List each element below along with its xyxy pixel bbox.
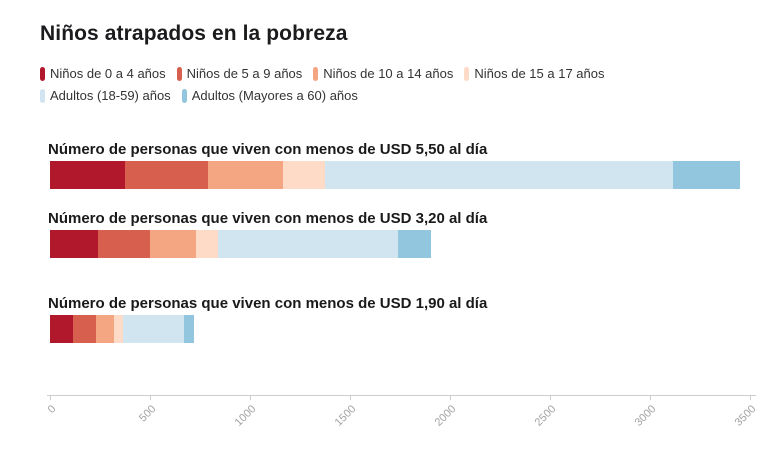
x-axis-tick-label: 0 [45,403,59,416]
legend-label: Niños de 0 a 4 años [50,66,166,81]
bar-segment [50,230,98,258]
bar-segment [283,161,325,189]
bar-segment [196,230,218,258]
legend-label: Niños de 15 a 17 años [474,66,605,81]
x-axis-tick-mark [650,395,651,400]
chart-container: Niños atrapados en la pobreza Niños de 0… [40,22,759,429]
stacked-bar [50,230,431,258]
x-axis-tick-label: 1000 [232,403,259,429]
legend-label: Adultos (Mayores a 60) años [191,88,358,103]
legend-row: Niños de 0 a 4 años Niños de 5 a 9 años Ni… [40,66,616,82]
legend-item: Adultos (18-59) años [40,88,171,104]
bar-segment [125,161,208,189]
bar-label: Número de personas que viven con menos d… [48,295,488,312]
bar-segment [73,315,96,343]
x-axis-tick-mark [150,395,151,400]
bar-segment [325,161,673,189]
bar-segment [398,230,431,258]
legend-swatch-icon [40,89,45,103]
x-axis-tick-label: 3000 [632,403,659,429]
legend-swatch-icon [464,67,470,81]
legend-swatch-icon [181,89,187,103]
x-axis-tick-label: 2000 [432,403,459,429]
legend-swatch-icon [176,67,182,81]
bar-segment [208,161,283,189]
x-axis-tick-mark [550,395,551,400]
x-axis-tick-mark [50,395,51,400]
bar-segment [96,315,114,343]
legend-item: Niños de 10 a 14 años [313,66,453,82]
x-axis-tick-mark [250,395,251,400]
legend-label: Niños de 5 a 9 años [186,66,303,81]
x-axis-tick-label: 1500 [332,403,359,429]
bar-segment [98,230,150,258]
chart-title: Niños atrapados en la pobreza [40,22,348,45]
stacked-bar [50,315,194,343]
bar-segment [50,315,73,343]
bar-segment [673,161,740,189]
bar-label: Número de personas que viven con menos d… [48,141,488,158]
bar-segment [114,315,123,343]
bar-segment [123,315,184,343]
x-axis-line [47,395,756,396]
legend-item: Adultos (Mayores a 60) años [181,88,358,104]
legend-item: Niños de 15 a 17 años [464,66,605,82]
legend-swatch-icon [40,67,45,81]
x-axis-tick-mark [350,395,351,400]
legend-item: Niños de 5 a 9 años [176,66,303,82]
x-axis-tick-mark [750,395,751,400]
bar-segment [184,315,194,343]
legend-item: Niños de 0 a 4 años [40,66,166,82]
stacked-bar [50,161,740,189]
bar-segment [50,161,125,189]
bar-segment [218,230,398,258]
chart-legend: Niños de 0 a 4 años Niños de 5 a 9 años Ni… [40,66,616,110]
legend-swatch-icon [313,67,319,81]
legend-label: Niños de 10 a 14 años [323,66,454,81]
x-axis-tick-mark [450,395,451,400]
x-axis-tick-label: 500 [137,403,159,425]
bar-segment [150,230,196,258]
bar-label: Número de personas que viven con menos d… [48,210,488,227]
x-axis-tick-label: 2500 [532,403,559,429]
legend-row: Adultos (18-59) años Adultos (Mayores a 6… [40,88,616,104]
legend-label: Adultos (18-59) años [50,88,171,103]
x-axis-tick-label: 3500 [732,403,759,429]
